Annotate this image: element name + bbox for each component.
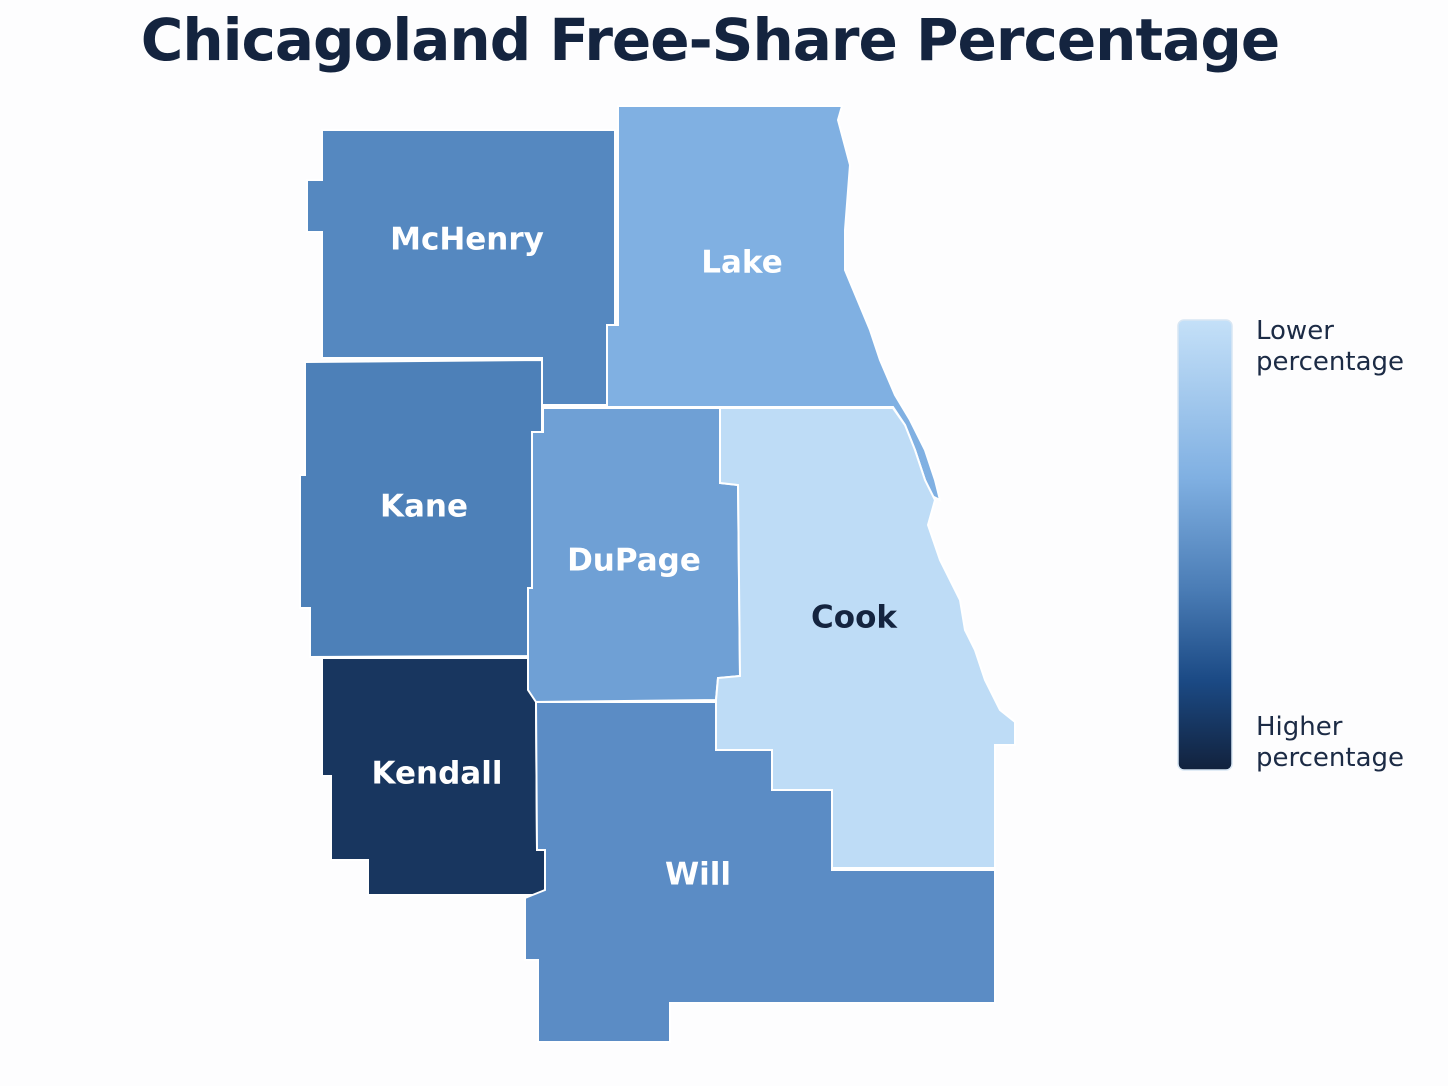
county-will <box>524 701 996 1043</box>
map-title: Chicagoland Free-Share Percentage <box>140 6 1280 74</box>
county-label: Cook <box>811 600 898 636</box>
legend-gradient <box>1177 319 1233 771</box>
county-label: Kendall <box>372 756 503 792</box>
county-label: Kane <box>380 489 468 525</box>
county-label: Lake <box>701 245 782 281</box>
county-label: DuPage <box>567 543 701 579</box>
county-cook <box>715 407 1016 869</box>
county-label: Will <box>665 857 731 893</box>
county-label: McHenry <box>390 222 544 258</box>
legend-low-label: Lower percentage <box>1256 316 1405 377</box>
legend-high-label: Higher percentage <box>1256 712 1405 773</box>
